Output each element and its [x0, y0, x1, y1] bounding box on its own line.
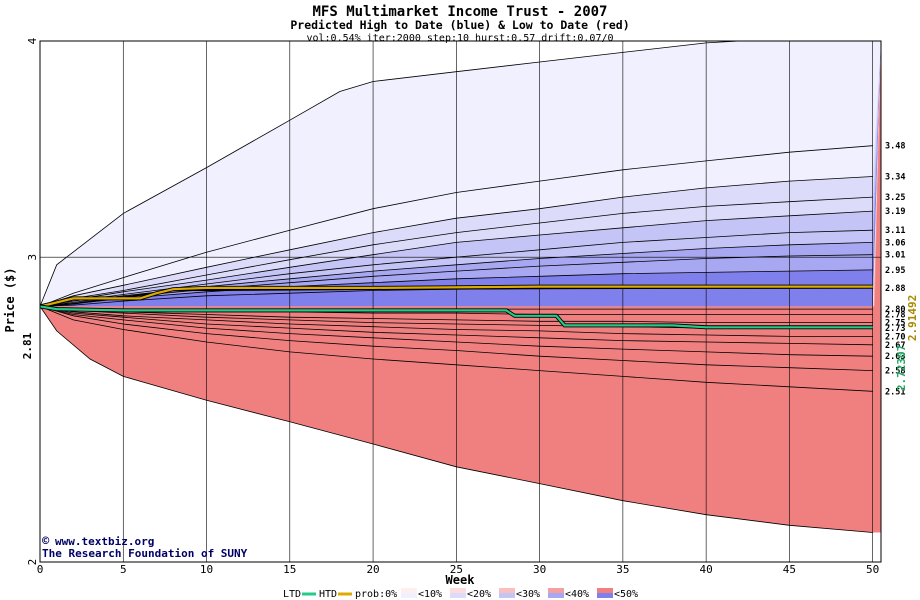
x-tick-label: 25 — [450, 563, 463, 576]
high-band — [40, 41, 881, 307]
x-tick-label: 30 — [533, 563, 546, 576]
legend-item-label: <30% — [516, 589, 540, 600]
right-value-label: 3.25 — [885, 193, 905, 203]
low-envelope-line — [39, 306, 873, 371]
watermark-site: www.textbiz.org — [55, 535, 154, 548]
watermark-org: The Research Foundation of SUNY — [42, 547, 248, 560]
right-value-label: 3.19 — [885, 207, 905, 217]
right-value-label: 2.63 — [885, 352, 905, 362]
legend: LTD HTD prob:0% <10% <20% <30% <40% <50% — [283, 588, 638, 600]
legend-swatch-low — [548, 588, 564, 593]
x-tick-label: 10 — [200, 563, 213, 576]
high-band — [40, 41, 881, 307]
chart-params: vol:0.54% iter:2000 step:10 hurst:0.57 d… — [306, 33, 613, 44]
high-envelope-line — [39, 176, 873, 307]
htd-value-label: 2.91492 — [906, 295, 919, 341]
legend-swatch-high — [450, 593, 466, 598]
legend-ltd-label: LTD — [283, 589, 301, 600]
high-band — [40, 41, 881, 307]
right-value-label: 2.58 — [885, 367, 905, 377]
low-envelope-line — [39, 306, 873, 533]
right-value-label: 2.88 — [885, 284, 905, 294]
x-tick-label: 20 — [366, 563, 379, 576]
x-tick-label: 45 — [783, 563, 796, 576]
right-value-label: 2.78 — [885, 310, 905, 320]
y-axis-label: Price ($) — [3, 267, 17, 332]
ltd-value-label: 2.72307 — [895, 345, 908, 391]
high-band — [40, 41, 881, 307]
legend-items: <10% <20% <30% <40% <50% — [401, 588, 638, 600]
low-envelope-line — [39, 306, 873, 392]
legend-swatch-high — [401, 593, 417, 598]
chart-title: MFS Multimarket Income Trust - 2007 — [312, 4, 607, 20]
legend-swatch-low — [597, 588, 613, 593]
high-envelope-line — [39, 229, 873, 307]
x-tick-label: 15 — [283, 563, 296, 576]
legend-swatch-low — [401, 588, 417, 593]
low-envelope-line — [39, 306, 873, 346]
right-value-label: 2.80 — [885, 305, 905, 315]
chart-subtitle: Predicted High to Date (blue) & Low to D… — [290, 18, 629, 32]
low-band — [40, 41, 881, 533]
x-tick-label: 5 — [120, 563, 127, 576]
x-tick-labels: 0 5 10 15 20 25 30 35 40 45 50 — [37, 563, 880, 576]
right-value-label: 3.34 — [885, 173, 905, 183]
right-value-label: 2.73 — [885, 324, 905, 334]
x-tick-label: 35 — [616, 563, 629, 576]
legend-item-label: <40% — [565, 589, 589, 600]
y-tick-label: 2 — [26, 559, 39, 566]
right-value-label: 3.48 — [885, 142, 905, 152]
y-tick-label: 3 — [26, 254, 39, 261]
right-value-label: 3.01 — [885, 251, 905, 261]
low-envelope-line — [39, 306, 873, 337]
x-axis-label: Week — [446, 573, 476, 587]
y-tick-labels: 2 3 4 — [26, 37, 39, 565]
legend-swatch-high — [499, 593, 515, 598]
x-tick-label: 50 — [866, 563, 879, 576]
right-value-label: 2.75 — [885, 319, 905, 329]
y-tick-label: 4 — [26, 37, 39, 44]
x-tick-label: 0 — [37, 563, 44, 576]
legend-swatch-high — [597, 593, 613, 598]
high-band — [40, 41, 881, 307]
high-envelope-line — [39, 40, 740, 307]
right-value-labels: 3.48 3.34 3.25 3.19 3.11 3.06 3.01 2.95 2.88 2.80… — [885, 142, 905, 398]
ltd-line — [39, 305, 873, 329]
right-value-label: 2.95 — [885, 266, 905, 276]
x-tick-label: 40 — [700, 563, 713, 576]
legend-item-label: <50% — [614, 589, 638, 600]
right-value-label: 3.06 — [885, 238, 905, 248]
low-envelope-line — [39, 306, 873, 357]
htd-line — [39, 285, 873, 308]
high-envelope-line — [39, 210, 873, 307]
right-value-label: 3.11 — [885, 226, 905, 236]
copyright-icon: © — [42, 534, 50, 548]
right-value-label: 2.51 — [885, 387, 905, 397]
series-lines — [39, 284, 873, 330]
probability-bands — [40, 41, 881, 533]
right-value-label: 2.70 — [885, 332, 905, 342]
legend-swatch-low — [450, 588, 466, 593]
plot-frame — [39, 40, 882, 563]
legend-item-label: <20% — [467, 589, 491, 600]
legend-swatch-high — [548, 593, 564, 598]
legend-swatch-low — [499, 588, 515, 593]
high-envelope-line — [39, 145, 873, 307]
right-value-label: 2.67 — [885, 341, 905, 351]
legend-htd-label: HTD — [319, 589, 337, 600]
high-envelope-line — [39, 196, 873, 307]
legend-prob-label: prob:0% — [355, 589, 397, 600]
start-price-label: 2.81 — [21, 332, 34, 359]
legend-item-label: <10% — [418, 589, 442, 600]
